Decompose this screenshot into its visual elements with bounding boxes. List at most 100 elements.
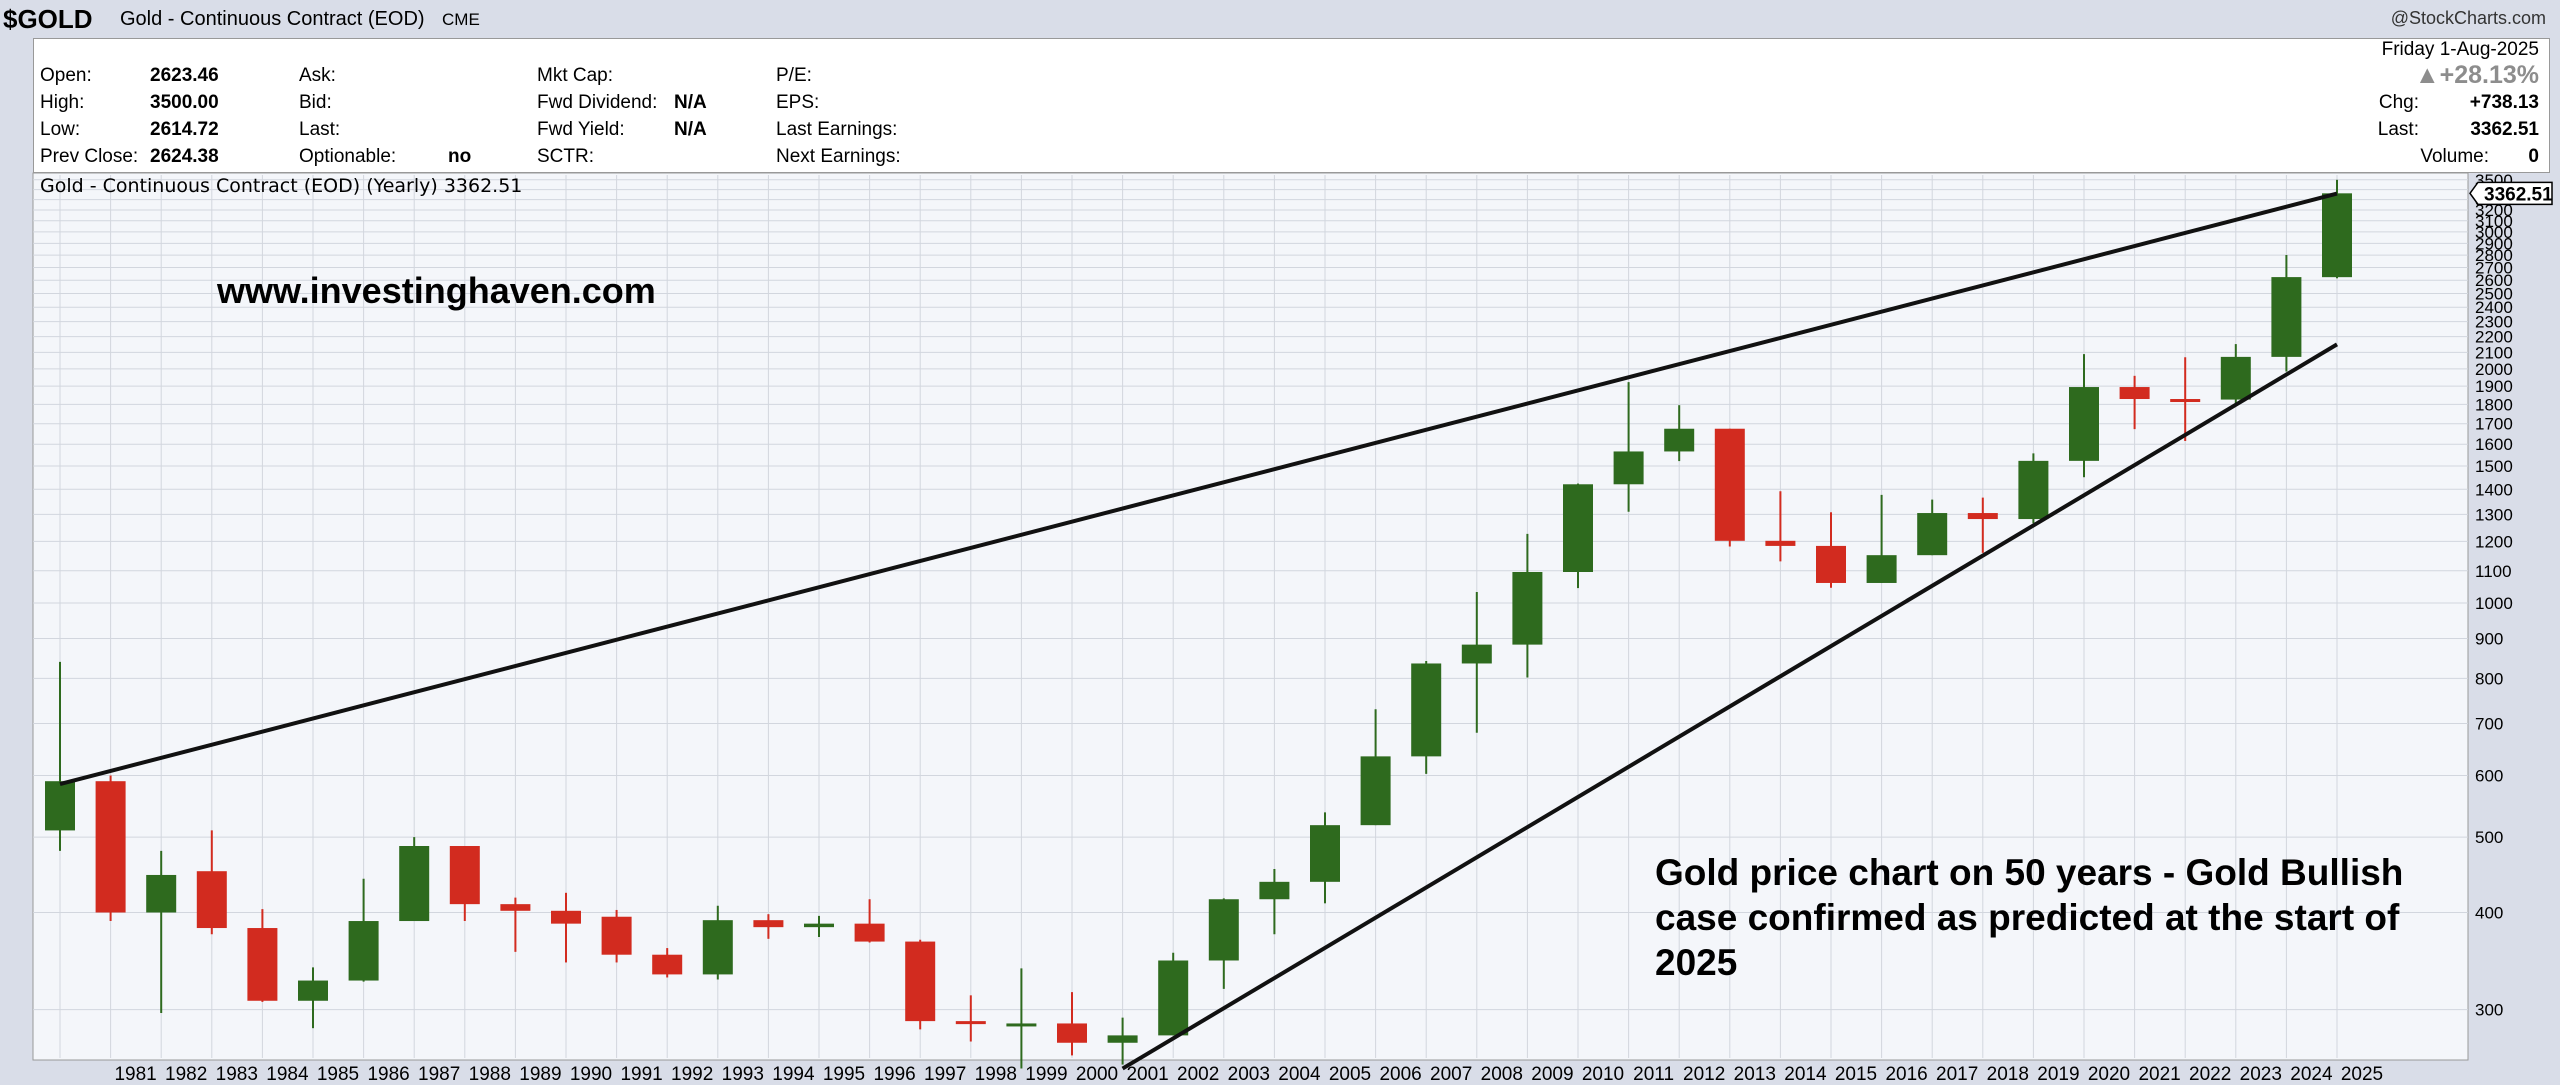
y-tick-label: 400 (2475, 903, 2503, 922)
x-tick-label: 1989 (519, 1064, 561, 1085)
last-label: Last: (299, 119, 341, 140)
open-label: Open: (40, 65, 92, 86)
candle-body (95, 781, 126, 913)
y-tick-label: 2100 (2475, 343, 2513, 362)
candle-body (247, 928, 278, 1001)
x-tick-label: 1996 (873, 1064, 915, 1085)
x-tick-label: 2020 (2088, 1064, 2130, 1085)
candle-body (753, 920, 784, 928)
x-tick-label: 2006 (1379, 1064, 1421, 1085)
x-tick-label: 1986 (367, 1064, 409, 1085)
y-tick-label: 2900 (2475, 234, 2513, 253)
y-tick-label: 1600 (2475, 435, 2513, 454)
y-tick-label: 900 (2475, 630, 2503, 649)
chg-value: +738.13 (2469, 92, 2539, 113)
y-tick-label: 1900 (2475, 377, 2513, 396)
candle-body (1563, 484, 1593, 573)
x-tick-label: 2012 (1683, 1064, 1725, 1085)
high-label: High: (40, 92, 85, 113)
x-tick-label: 2010 (1582, 1064, 1624, 1085)
annotation-line-2: case confirmed as predicted at the start… (1655, 897, 2400, 938)
y-tick-label: 500 (2475, 828, 2503, 847)
optionable-value: no (448, 146, 472, 167)
annotation-line-3: 2025 (1655, 942, 1737, 983)
candle-body (2220, 356, 2251, 400)
x-tick-label: 2014 (1784, 1064, 1827, 1085)
candle-body (2271, 277, 2302, 357)
title-bar: $GOLD Gold - Continuous Contract (EOD) C… (0, 0, 2560, 38)
x-tick-label: 1997 (924, 1064, 966, 1085)
candle-body (196, 871, 227, 929)
candles (45, 179, 2352, 1069)
x-tick-label: 2021 (2138, 1064, 2180, 1085)
mkt-cap-label: Mkt Cap: (537, 65, 614, 86)
last-price-value: 3362.51 (2470, 119, 2539, 140)
sctr-label: SCTR: (537, 146, 594, 167)
stockcharts-credit-link[interactable]: @StockCharts.com (2390, 8, 2546, 28)
y-tick-label: 2600 (2475, 271, 2513, 290)
y-tick-label: 2000 (2475, 360, 2513, 379)
y-tick-label: 1500 (2475, 457, 2513, 476)
candle-body (1208, 899, 1239, 961)
x-tick-label: 2019 (2037, 1064, 2079, 1085)
y-tick-label: 800 (2475, 669, 2503, 688)
candle-body (1512, 572, 1543, 645)
y-tick-label: 300 (2475, 1001, 2503, 1020)
x-tick-label: 2005 (1329, 1064, 1371, 1085)
candle-body (1259, 881, 1290, 900)
y-tick-label: 2700 (2475, 258, 2513, 277)
candle-body (1310, 825, 1340, 882)
bid-label: Bid: (299, 92, 332, 113)
x-tick-label: 1982 (165, 1064, 207, 1085)
candle-body (2119, 387, 2150, 400)
y-tick-label: 2200 (2475, 328, 2513, 347)
low-label: Low: (40, 119, 81, 140)
x-tick-label: 1984 (266, 1064, 309, 1085)
x-tick-label: 2007 (1430, 1064, 1472, 1085)
x-tick-label: 2000 (1076, 1064, 1118, 1085)
prev-close-value: 2624.38 (150, 146, 219, 167)
last-price-tag-text: 3362.51 (2484, 184, 2553, 205)
trendlines (59, 191, 2339, 1071)
x-tick-label: 2015 (1835, 1064, 1877, 1085)
next-earnings-label: Next Earnings: (776, 146, 901, 167)
candle-body (399, 846, 430, 922)
y-tick-label: 2800 (2475, 246, 2513, 265)
instrument-name: Gold - Continuous Contract (EOD) (120, 8, 425, 30)
open-value: 2623.46 (150, 65, 219, 86)
candle-body (1360, 756, 1391, 826)
x-tick-label: 2017 (1936, 1064, 1978, 1085)
y-tick-label: 3100 (2475, 212, 2513, 231)
candle-body (1158, 960, 1189, 1036)
candle-body (702, 920, 733, 975)
candle-body (1461, 644, 1492, 664)
candle-body (45, 781, 75, 831)
y-tick-label: 1200 (2475, 532, 2513, 551)
x-tick-label: 1990 (570, 1064, 612, 1085)
watermark-text: www.investinghaven.com (216, 270, 656, 311)
x-tick-label: 2025 (2341, 1064, 2383, 1085)
x-tick-label: 1983 (216, 1064, 258, 1085)
candle-body (1816, 545, 1846, 583)
candle-body (1057, 1023, 1087, 1043)
y-tick-label: 2400 (2475, 298, 2513, 317)
candle-body (298, 980, 328, 1001)
fwd-yield-label: Fwd Yield: (537, 119, 625, 140)
exchange-label: CME (442, 10, 480, 29)
x-tick-label: 2001 (1126, 1064, 1168, 1085)
candle-body (2069, 387, 2099, 461)
high-value: 3500.00 (150, 92, 219, 113)
x-tick-label: 2023 (2240, 1064, 2282, 1085)
x-tick-label: 1981 (114, 1064, 156, 1085)
x-axis-ticks: 1981 1982 1983 1984 1985 1986 1987 1988 1989 1990… (114, 1064, 2383, 1085)
chg-label: Chg: (2378, 92, 2419, 113)
y-tick-label: 1400 (2475, 480, 2513, 499)
x-tick-label: 2018 (1987, 1064, 2029, 1085)
quote-date: Friday 1-Aug-2025 (2381, 39, 2539, 60)
x-tick-label: 2008 (1481, 1064, 1523, 1085)
y-axis-ticks: 300 400 500 600 700 800 900 1000 1100 1200 1300 140… (2475, 171, 2513, 1020)
quote-info-panel: Open: 2623.46 High: 3500.00 Low: 2614.72… (33, 38, 2550, 173)
y-tick-label: 3000 (2475, 223, 2513, 242)
optionable-label: Optionable: (299, 146, 397, 167)
